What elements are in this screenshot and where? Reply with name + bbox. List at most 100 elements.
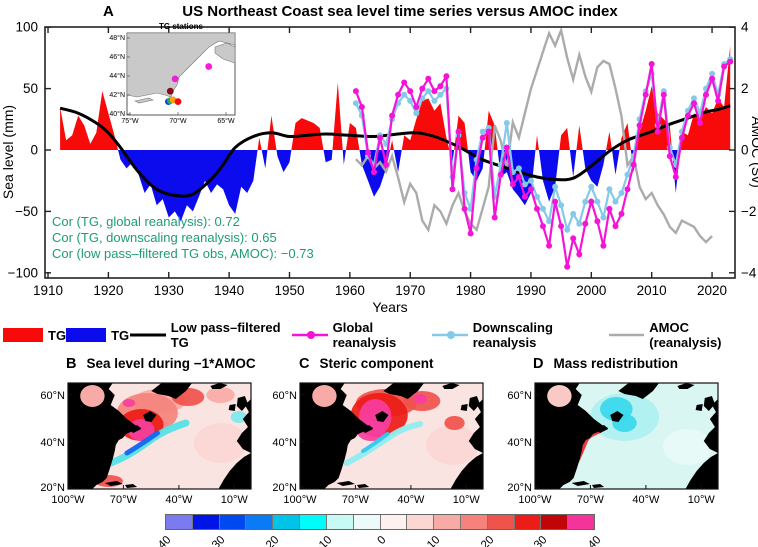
panel-a-letter: A	[103, 3, 114, 20]
global-marker	[371, 169, 377, 176]
global-marker	[534, 205, 540, 212]
panel-d-letter: D	[533, 356, 544, 372]
legend-label: TG	[111, 327, 130, 343]
map-lon-label: 100°W	[51, 494, 85, 506]
legend-item-5: AMOC (reanalysis)	[608, 320, 755, 350]
downscaling-marker	[407, 97, 414, 104]
downscaling-marker	[709, 70, 716, 77]
map-lon-label: 70°W	[577, 494, 605, 506]
land	[300, 383, 483, 489]
anomaly-blob	[444, 416, 465, 430]
y-left-axis-label: Sea level (mm)	[0, 105, 16, 199]
panel-c-letter: C	[299, 356, 310, 372]
legend-item-2: Low pass–filtered TG	[129, 320, 291, 350]
global-marker	[352, 88, 359, 95]
legend-swatch-box	[3, 328, 43, 342]
global-marker	[455, 128, 462, 135]
global-marker	[528, 186, 534, 193]
global-marker	[570, 235, 577, 242]
inset-lat-label: 40°N	[109, 110, 125, 118]
global-marker	[666, 153, 673, 160]
global-marker	[485, 128, 492, 135]
map-lat-label: 60°N	[40, 390, 65, 402]
tg-station-dot	[166, 87, 174, 95]
global-marker	[467, 230, 474, 237]
anomaly-band	[343, 421, 424, 466]
global-marker	[425, 75, 432, 82]
global-marker	[600, 242, 607, 249]
map-lat-label: 20°N	[507, 482, 532, 494]
y-left-tick-label: 50	[23, 81, 38, 96]
map-lon-label: 40°W	[397, 494, 425, 506]
anomaly-blob	[206, 387, 235, 403]
global-marker	[509, 181, 516, 188]
colorbar-segment	[300, 515, 327, 529]
downscaling-marker	[558, 202, 565, 209]
x-tick-label: 2010	[637, 283, 667, 298]
panel-c-title: C Steric component	[299, 356, 434, 372]
colorbar-segment	[219, 515, 247, 529]
colorbar-segment	[380, 515, 408, 529]
global-marker	[576, 251, 583, 258]
correlation-text: Cor (TG, downscaling reanalysis): 0.65	[52, 230, 277, 245]
global-marker	[413, 104, 420, 110]
correlation-text: Cor (low pass–filtered TG obs, AMOC): −0…	[52, 246, 314, 261]
tg-stations-inset: TG stations 48°N 46°N 44°N 42°N 40°N75°W 70°W 6…	[109, 22, 236, 125]
downscaling-marker	[503, 120, 510, 126]
inset-nova-scotia	[214, 42, 236, 64]
y-left-tick-label: 100	[15, 20, 38, 35]
colorbar-tick-label: 20	[478, 534, 496, 547]
anomaly-blob	[426, 425, 479, 465]
colorbar-segment	[460, 515, 488, 529]
global-marker	[642, 91, 649, 98]
colorbar	[165, 514, 595, 530]
amoc-line	[355, 26, 713, 244]
y-left-tick-label: 0	[30, 143, 38, 158]
x-tick-label: 1950	[274, 283, 304, 298]
global-marker	[437, 83, 444, 90]
colorbar-tick-label: 40	[585, 534, 604, 547]
downscaling-marker	[352, 100, 359, 107]
global-marker	[636, 122, 643, 129]
anomaly-blob	[122, 399, 136, 407]
correlation-text: Cor (TG, global reanalysis): 0.72	[52, 214, 240, 229]
inset-lat-label: 42°N	[109, 91, 125, 99]
global-marker	[515, 174, 522, 180]
map-lon-label: 10°W	[453, 494, 481, 506]
map-lat-label: 20°N	[272, 482, 297, 494]
global-marker	[419, 85, 426, 92]
downscaling-marker	[419, 95, 426, 102]
downscaling-marker	[582, 198, 589, 205]
global-marker	[497, 171, 504, 178]
global-marker	[558, 223, 565, 230]
downscaling-marker	[437, 91, 444, 98]
colorbar-segment	[434, 515, 461, 529]
tg-station-dot	[174, 98, 182, 105]
panel-b-letter: B	[66, 356, 77, 372]
global-marker	[564, 263, 571, 270]
tg-station-dot	[205, 63, 213, 70]
map-lon-label: 40°W	[632, 494, 660, 506]
global-marker	[618, 210, 625, 217]
inset-long-island	[134, 97, 154, 104]
anomaly-blob	[194, 423, 247, 463]
downscaling-marker	[546, 218, 553, 225]
panel-a-timeseries-chart: A US Northeast Coast sea level time serie…	[0, 3, 758, 315]
inset-lon-label: 65°W	[217, 117, 235, 125]
global-marker	[365, 149, 371, 156]
global-marker	[358, 104, 365, 110]
legend-swatch-line	[608, 333, 645, 337]
x-tick-label: 1970	[395, 283, 425, 298]
downscaling-marker	[528, 177, 534, 184]
map-lat-label: 20°N	[40, 482, 65, 494]
x-tick-label: 2000	[576, 283, 606, 298]
global-marker	[395, 91, 402, 98]
x-tick-label: 1930	[154, 283, 184, 298]
colorbar-tick-label: 10	[424, 534, 443, 547]
global-marker	[449, 186, 456, 193]
global-marker	[389, 112, 396, 119]
global-marker	[383, 161, 390, 168]
downscaling-marker	[515, 165, 522, 172]
